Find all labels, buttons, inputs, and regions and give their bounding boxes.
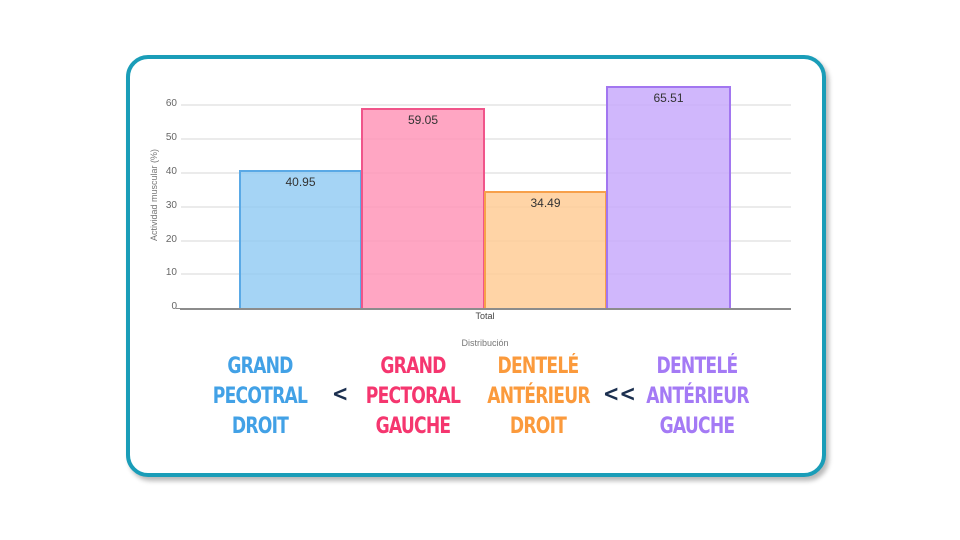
y-tick-mark-0: [176, 308, 181, 309]
bar-grand-pectoral-droit[interactable]: 40.95: [239, 170, 362, 309]
less-than-symbol: <: [331, 382, 349, 407]
much-less-than-symbol: <<: [602, 382, 637, 407]
x-axis-title: Distribución: [461, 338, 509, 348]
bar-dentele-anterieur-gauche[interactable]: 65.51: [606, 86, 731, 309]
gridline-40: [181, 172, 791, 174]
y-tick-50: 50: [165, 132, 177, 143]
bar-dentele-anterieur-droit[interactable]: 34.49: [484, 191, 607, 309]
x-category-label: Total: [475, 311, 495, 321]
legend-line: ANTÉRIEUR: [487, 384, 590, 409]
y-tick-40: 40: [165, 166, 177, 177]
legend-dentele-anterieur-droit: DENTELÉ ANTÉRIEUR DROIT: [487, 352, 590, 442]
y-tick-10: 10: [165, 267, 177, 278]
legend-line: GAUCHE: [659, 414, 736, 439]
legend-line: PECOTRAL: [212, 384, 308, 409]
legend-line: ANTÉRIEUR: [646, 384, 749, 409]
legend-line: DENTELÉ: [497, 354, 580, 379]
legend-line: DROIT: [509, 414, 567, 439]
gridline-50: [181, 138, 791, 140]
legend-line: GRAND: [227, 354, 293, 379]
x-axis-line: [180, 308, 791, 310]
legend-line: DENTELÉ: [656, 354, 739, 379]
legend-line: GAUCHE: [375, 414, 452, 439]
bar-grand-pectoral-gauche[interactable]: 59.05: [361, 108, 485, 309]
legend-line: PECTORAL: [365, 384, 461, 409]
legend-line: GRAND: [380, 354, 446, 379]
bar-value-label: 34.49: [530, 196, 561, 210]
bar-value-label: 59.05: [407, 113, 439, 127]
legend-grand-pectoral-gauche: GRAND PECTORAL GAUCHE: [362, 352, 463, 442]
legend-grand-pectoral-droit: GRAND PECOTRAL DROIT: [209, 352, 310, 442]
y-tick-0: 0: [171, 301, 177, 312]
gridline-60: [181, 104, 791, 106]
bar-value-label: 40.95: [285, 175, 316, 189]
y-tick-60: 60: [165, 98, 177, 109]
legend-line: DROIT: [231, 414, 289, 439]
y-tick-30: 30: [165, 200, 177, 211]
legend-dentele-anterieur-gauche: DENTELÉ ANTÉRIEUR GAUCHE: [646, 352, 749, 442]
y-tick-20: 20: [165, 234, 177, 245]
bar-value-label: 65.51: [653, 91, 684, 105]
